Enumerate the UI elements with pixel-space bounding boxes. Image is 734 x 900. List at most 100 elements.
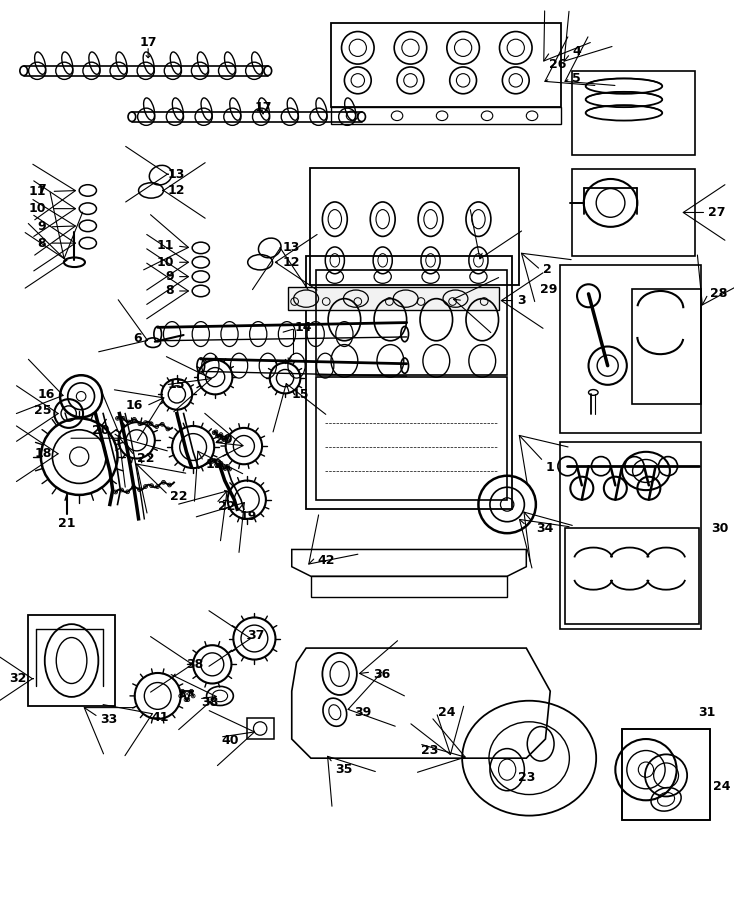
Ellipse shape xyxy=(120,488,123,492)
Ellipse shape xyxy=(221,436,225,440)
Ellipse shape xyxy=(214,463,219,466)
Bar xyxy=(573,169,695,256)
Ellipse shape xyxy=(221,465,225,469)
Ellipse shape xyxy=(217,435,221,438)
Ellipse shape xyxy=(228,467,231,471)
Ellipse shape xyxy=(144,420,148,425)
Bar xyxy=(29,615,115,706)
Ellipse shape xyxy=(156,484,159,489)
Text: 4: 4 xyxy=(573,45,581,58)
Text: 31: 31 xyxy=(699,706,716,719)
Ellipse shape xyxy=(155,425,159,428)
Text: 15: 15 xyxy=(167,378,185,392)
Text: 12: 12 xyxy=(282,256,299,269)
Text: 17: 17 xyxy=(254,101,272,113)
Bar xyxy=(564,528,699,624)
Text: 22: 22 xyxy=(137,452,154,465)
Text: 39: 39 xyxy=(354,706,371,719)
Text: 12: 12 xyxy=(167,184,185,197)
Text: 14: 14 xyxy=(294,321,312,334)
Bar xyxy=(331,107,561,124)
Ellipse shape xyxy=(212,431,216,435)
Text: 37: 37 xyxy=(247,629,264,642)
Ellipse shape xyxy=(138,488,142,491)
Text: 1: 1 xyxy=(545,461,554,473)
Bar xyxy=(316,377,507,500)
Ellipse shape xyxy=(115,417,120,420)
Text: 13: 13 xyxy=(167,167,185,181)
Ellipse shape xyxy=(150,484,153,488)
Bar xyxy=(331,22,561,107)
Text: 10: 10 xyxy=(28,202,46,215)
Text: 5: 5 xyxy=(573,72,581,85)
Ellipse shape xyxy=(149,422,153,426)
Ellipse shape xyxy=(160,422,164,427)
Text: 23: 23 xyxy=(421,744,438,757)
Bar xyxy=(573,71,695,155)
Ellipse shape xyxy=(216,434,219,438)
Text: 38: 38 xyxy=(186,658,204,670)
Ellipse shape xyxy=(167,483,172,487)
Text: 20: 20 xyxy=(92,424,110,437)
Bar xyxy=(560,442,700,629)
Text: 41: 41 xyxy=(151,712,169,724)
Bar xyxy=(560,266,700,433)
Text: 22: 22 xyxy=(218,500,236,513)
Bar xyxy=(632,289,700,404)
Ellipse shape xyxy=(225,464,229,468)
Text: 23: 23 xyxy=(517,770,535,784)
Text: 7: 7 xyxy=(37,183,46,196)
Ellipse shape xyxy=(121,417,125,420)
Ellipse shape xyxy=(132,418,137,421)
Ellipse shape xyxy=(161,481,165,484)
Text: 19: 19 xyxy=(239,510,256,524)
Ellipse shape xyxy=(223,466,227,471)
Text: 26: 26 xyxy=(549,58,567,70)
Ellipse shape xyxy=(138,422,142,426)
Text: 17: 17 xyxy=(139,36,157,49)
Text: 36: 36 xyxy=(373,669,390,681)
Ellipse shape xyxy=(214,430,218,434)
Ellipse shape xyxy=(166,427,170,431)
Bar xyxy=(622,730,710,821)
Text: 20: 20 xyxy=(215,433,233,446)
Ellipse shape xyxy=(213,459,217,463)
Text: 29: 29 xyxy=(539,283,557,295)
Text: 6: 6 xyxy=(133,332,142,346)
Text: 42: 42 xyxy=(318,554,335,566)
Bar xyxy=(306,256,512,509)
Text: 21: 21 xyxy=(58,518,76,530)
Text: 30: 30 xyxy=(711,522,728,535)
Ellipse shape xyxy=(211,460,214,464)
Ellipse shape xyxy=(222,438,226,442)
Ellipse shape xyxy=(131,485,136,489)
Text: 15: 15 xyxy=(291,388,309,400)
Text: 28: 28 xyxy=(710,287,727,301)
Text: 10: 10 xyxy=(156,256,174,269)
Ellipse shape xyxy=(114,491,117,494)
Ellipse shape xyxy=(224,436,228,439)
Text: 11: 11 xyxy=(28,184,46,198)
Text: 9: 9 xyxy=(165,270,174,284)
Text: 22: 22 xyxy=(170,491,188,503)
Ellipse shape xyxy=(126,490,129,494)
Bar xyxy=(310,168,519,285)
Bar xyxy=(622,730,710,821)
Text: 38: 38 xyxy=(201,696,218,709)
Ellipse shape xyxy=(144,484,148,489)
Text: 8: 8 xyxy=(37,237,46,249)
Text: 11: 11 xyxy=(156,239,174,253)
Ellipse shape xyxy=(219,462,223,465)
Text: 27: 27 xyxy=(708,206,726,219)
Bar xyxy=(316,270,507,375)
Bar xyxy=(288,287,498,310)
Text: 24: 24 xyxy=(713,780,730,794)
Text: 18: 18 xyxy=(34,447,51,460)
Text: 24: 24 xyxy=(438,706,456,719)
Text: 13: 13 xyxy=(282,241,299,255)
Ellipse shape xyxy=(127,420,131,424)
Text: 16: 16 xyxy=(38,388,55,400)
Text: 16: 16 xyxy=(126,400,143,412)
Text: 33: 33 xyxy=(101,714,117,726)
Text: 2: 2 xyxy=(542,264,551,276)
